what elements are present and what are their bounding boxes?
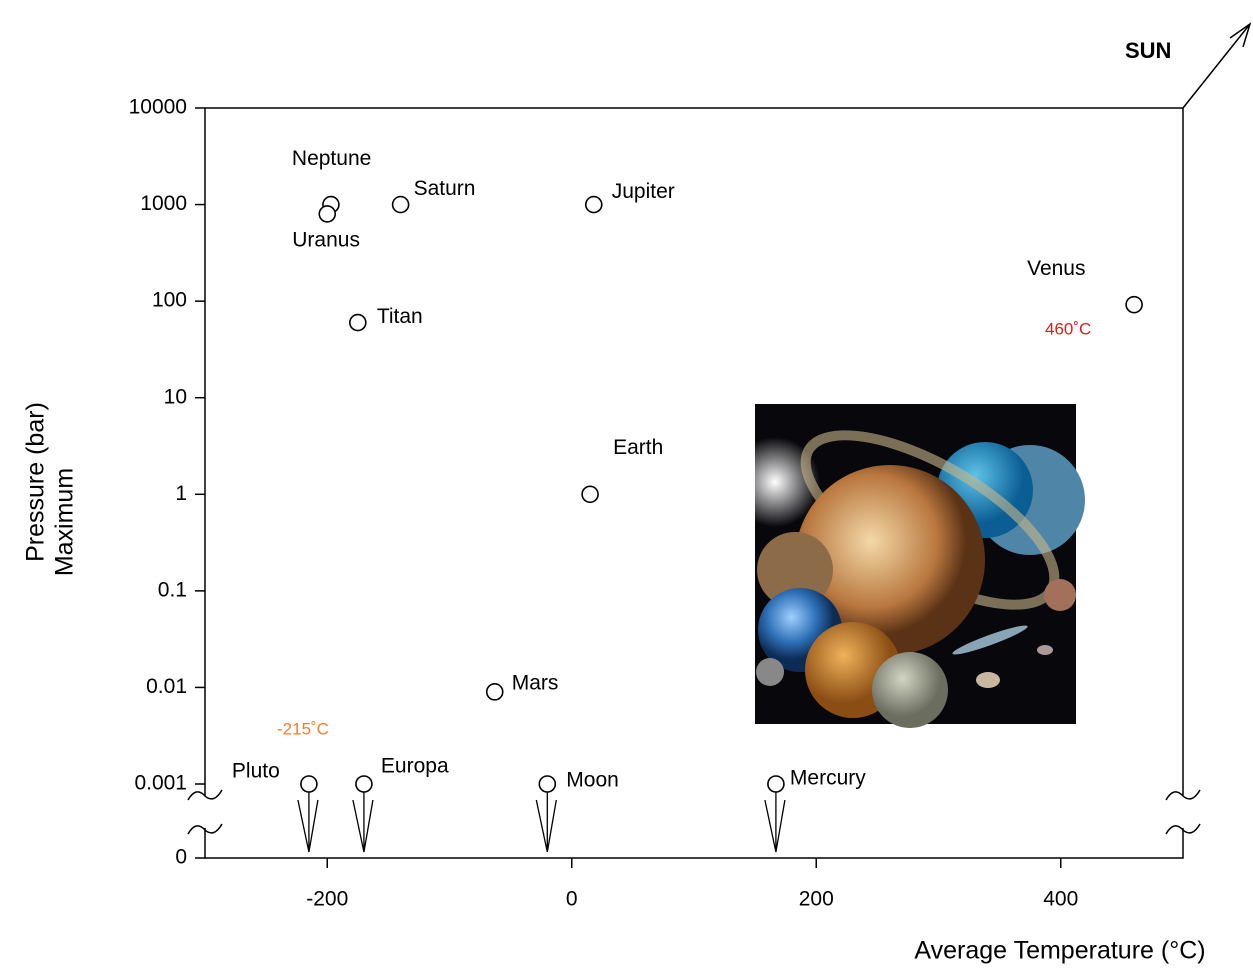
point-label: Jupiter: [612, 180, 675, 203]
upper-limit-arrow: [297, 792, 319, 853]
upper-limit-arrow: [764, 792, 786, 853]
upper-limit-arrow: [535, 792, 557, 853]
y-tick-label: 100: [152, 289, 187, 312]
annotation: SUN: [1125, 38, 1171, 63]
data-point: [355, 775, 373, 793]
data-point: [349, 313, 367, 332]
y-tick-label: 0: [175, 846, 187, 869]
y-tick-label: 1: [175, 482, 187, 505]
data-point: [318, 205, 337, 223]
point-label: Mars: [512, 671, 559, 694]
y-axis-title: Pressure (bar): [22, 402, 50, 562]
point-label: Moon: [566, 769, 619, 792]
x-tick-label: 200: [799, 888, 834, 911]
data-point: [391, 195, 410, 214]
y-tick-label: 10: [164, 385, 187, 408]
point-label: Pluto: [232, 760, 280, 783]
planets-image: [730, 404, 1085, 728]
data-point: [300, 775, 318, 793]
data-point: [584, 195, 603, 214]
y-axis-title: Maximum: [51, 468, 79, 576]
point-label: Saturn: [414, 177, 476, 200]
point-label: Uranus: [292, 228, 360, 251]
y-tick-label: 0.01: [146, 675, 187, 698]
data-point: [538, 775, 557, 793]
plot-frame: [204, 107, 1184, 859]
annotation: -215˚C: [277, 719, 329, 738]
x-axis-title: Average Temperature (°C): [914, 937, 1205, 965]
point-label: Mercury: [790, 767, 866, 790]
data-point: [767, 775, 785, 793]
sun-arrow: [1182, 22, 1252, 109]
point-label: Venus: [1027, 257, 1085, 280]
point-label: Neptune: [292, 147, 371, 170]
point-label: Europa: [381, 755, 449, 778]
y-tick-label: 0.1: [158, 578, 187, 601]
upper-limit-arrow: [352, 792, 374, 853]
point-label: Earth: [613, 436, 663, 459]
y-tick-label: 10000: [129, 96, 187, 119]
data-point: [1125, 295, 1143, 314]
y-tick-label: 1000: [140, 192, 187, 215]
annotation: 460˚C: [1045, 319, 1091, 338]
axis-break: [187, 789, 1201, 835]
x-tick-label: 0: [566, 888, 578, 911]
x-tick-label: -200: [306, 888, 348, 911]
point-label: Titan: [377, 305, 423, 328]
data-point: [485, 683, 504, 701]
y-tick-label: 0.001: [134, 772, 187, 795]
x-tick-label: 400: [1043, 888, 1078, 911]
data-point: [581, 485, 599, 504]
